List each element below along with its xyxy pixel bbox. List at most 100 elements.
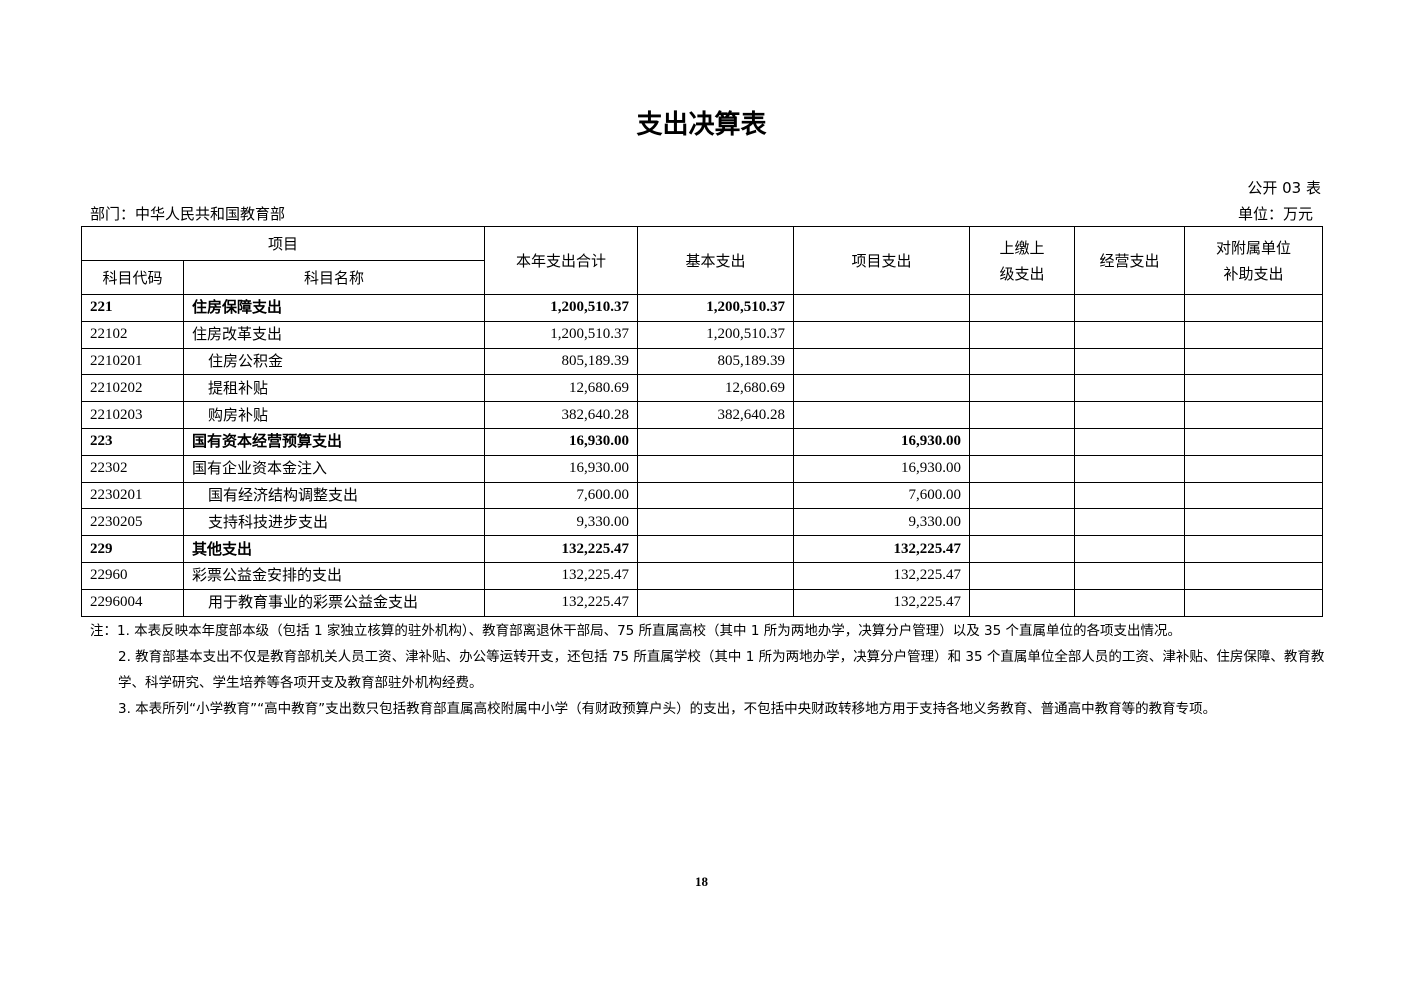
basic-cell: [637, 561, 795, 590]
business-cell: [1074, 535, 1186, 563]
table-row: 22302 国有企业资本金注入 16,930.00 16,930.00: [81, 454, 1324, 483]
total-cell: 9,330.00: [484, 508, 639, 537]
business-cell: [1074, 508, 1186, 537]
upper-cell: [969, 374, 1076, 403]
table-row: 2230201 国有经济结构调整支出 7,600.00 7,600.00: [81, 481, 1324, 510]
basic-cell: [637, 588, 795, 617]
table-row: 2210202 提租补贴 12,680.69 12,680.69: [81, 374, 1324, 403]
name-cell: 彩票公益金安排的支出: [182, 561, 486, 590]
basic-cell: [637, 454, 795, 483]
name-cell: 住房改革支出: [182, 320, 486, 349]
code-cell: 22302: [81, 454, 184, 483]
table-number: 公开 03 表: [1247, 179, 1321, 197]
table-row: 2296004 用于教育事业的彩票公益金支出 132,225.47 132,225.4…: [81, 588, 1324, 617]
notes: 注：1. 本表反映本年度部本级（包括 1 家独立核算的驻外机构）、教育部离退休干…: [90, 618, 1325, 722]
total-cell: 805,189.39: [484, 347, 639, 376]
code-cell: 2210203: [81, 401, 184, 429]
total-cell: 7,600.00: [484, 481, 639, 510]
basic-cell: 1,200,510.37: [637, 294, 795, 322]
note-1: 注：1. 本表反映本年度部本级（包括 1 家独立核算的驻外机构）、教育部离退休干…: [90, 623, 1181, 639]
upper-cell: [969, 427, 1076, 456]
code-cell: 2296004: [81, 588, 184, 617]
total-cell: 132,225.47: [484, 535, 639, 563]
table-row: 223 国有资本经营预算支出 16,930.00 16,930.00: [81, 427, 1324, 456]
total-cell: 16,930.00: [484, 427, 639, 456]
project-cell: 16,930.00: [793, 454, 971, 483]
header-basic: 基本支出: [637, 226, 795, 295]
project-cell: 7,600.00: [793, 481, 971, 510]
project-cell: 16,930.00: [793, 427, 971, 456]
business-cell: [1074, 427, 1186, 456]
basic-cell: 12,680.69: [637, 374, 795, 403]
subsidy-cell: [1184, 481, 1324, 510]
subsidy-cell: [1184, 347, 1324, 376]
business-cell: [1074, 294, 1186, 322]
project-cell: [793, 401, 971, 429]
upper-cell: [969, 401, 1076, 429]
name-cell: 其他支出: [182, 535, 486, 563]
total-cell: 382,640.28: [484, 401, 639, 429]
business-cell: [1074, 481, 1186, 510]
basic-cell: 382,640.28: [637, 401, 795, 429]
code-cell: 229: [81, 535, 184, 563]
code-cell: 2210202: [81, 374, 184, 403]
table-row: 2230205 支持科技进步支出 9,330.00 9,330.00: [81, 508, 1324, 537]
name-cell: 国有企业资本金注入: [182, 454, 486, 483]
header-subsidy: 对附属单位补助支出: [1184, 226, 1324, 295]
note-2: 2. 教育部基本支出不仅是教育部机关人员工资、津补贴、办公等运转开支，还包括 7…: [118, 649, 1325, 691]
table-row: 2210203 购房补贴 382,640.28 382,640.28: [81, 401, 1324, 429]
expenditure-table: 项目 本年支出合计 基本支出 项目支出 上缴上级支出 经营支出 对附属单位补助支…: [80, 226, 1324, 617]
subsidy-cell: [1184, 454, 1324, 483]
name-cell: 提租补贴: [182, 374, 486, 403]
basic-cell: 1,200,510.37: [637, 320, 795, 349]
subsidy-cell: [1184, 427, 1324, 456]
total-cell: 1,200,510.37: [484, 294, 639, 322]
code-cell: 22102: [81, 320, 184, 349]
upper-cell: [969, 508, 1076, 537]
name-cell: 购房补贴: [182, 401, 486, 429]
total-cell: 132,225.47: [484, 588, 639, 617]
project-cell: 132,225.47: [793, 561, 971, 590]
business-cell: [1074, 320, 1186, 349]
business-cell: [1074, 561, 1186, 590]
basic-cell: [637, 535, 795, 563]
business-cell: [1074, 588, 1186, 617]
project-cell: [793, 374, 971, 403]
business-cell: [1074, 454, 1186, 483]
subsidy-cell: [1184, 320, 1324, 349]
code-cell: 2230201: [81, 481, 184, 510]
project-cell: [793, 294, 971, 322]
project-cell: 132,225.47: [793, 535, 971, 563]
subsidy-cell: [1184, 561, 1324, 590]
business-cell: [1074, 347, 1186, 376]
basic-cell: [637, 481, 795, 510]
project-cell: [793, 320, 971, 349]
unit-label: 单位：万元: [1237, 205, 1313, 223]
code-cell: 221: [81, 294, 184, 322]
project-cell: [793, 347, 971, 376]
table-row: 2210201 住房公积金 805,189.39 805,189.39: [81, 347, 1324, 376]
header-item: 项目: [80, 226, 486, 261]
name-cell: 支持科技进步支出: [182, 508, 486, 537]
upper-cell: [969, 347, 1076, 376]
code-cell: 2210201: [81, 347, 184, 376]
upper-cell: [969, 294, 1076, 322]
department: 部门：中华人民共和国教育部: [90, 205, 286, 223]
header-total: 本年支出合计: [484, 226, 639, 295]
subsidy-cell: [1184, 588, 1324, 617]
code-cell: 223: [81, 427, 184, 456]
header-name: 科目名称: [182, 260, 486, 295]
subsidy-cell: [1184, 294, 1324, 322]
basic-cell: 805,189.39: [637, 347, 795, 376]
code-cell: 22960: [81, 561, 184, 590]
project-cell: 132,225.47: [793, 588, 971, 617]
upper-cell: [969, 454, 1076, 483]
total-cell: 12,680.69: [484, 374, 639, 403]
business-cell: [1074, 374, 1186, 403]
header-code: 科目代码: [81, 260, 184, 295]
subsidy-cell: [1184, 401, 1324, 429]
upper-cell: [969, 535, 1076, 563]
total-cell: 132,225.47: [484, 561, 639, 590]
header-business: 经营支出: [1074, 226, 1186, 295]
name-cell: 国有资本经营预算支出: [182, 427, 486, 456]
